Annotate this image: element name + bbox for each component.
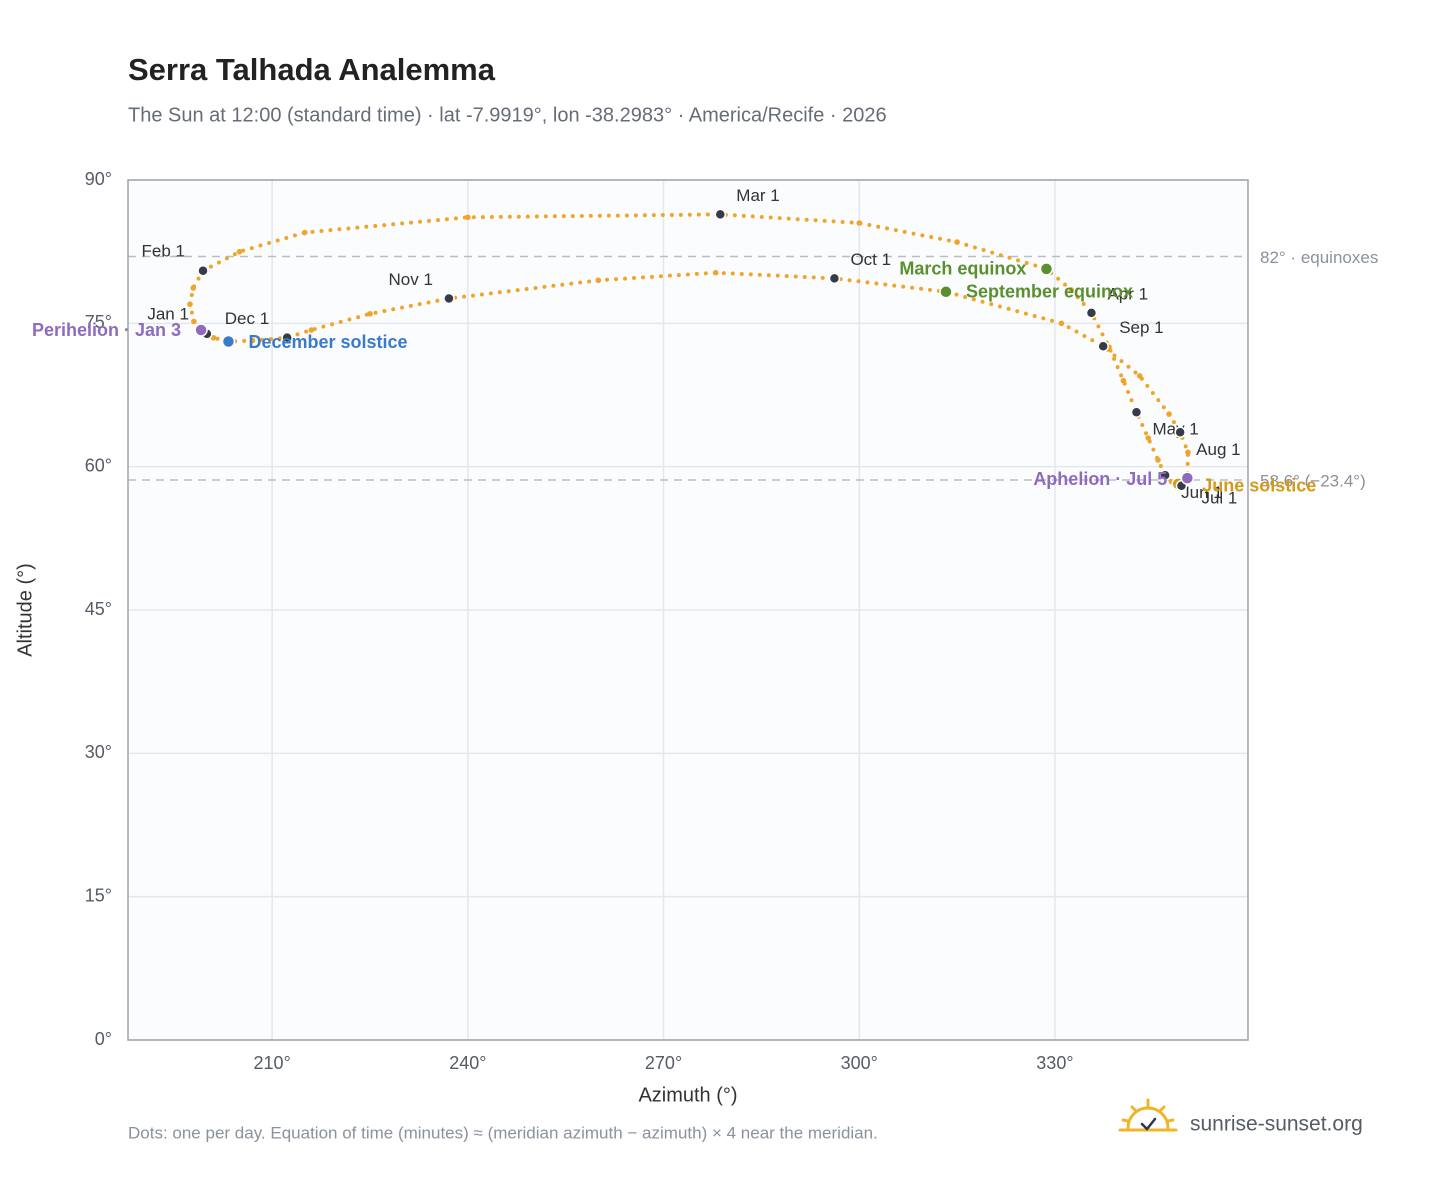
event-marker [1180, 471, 1195, 485]
month-label: Sep 1 [1119, 318, 1163, 337]
month-label: Nov 1 [389, 270, 433, 289]
daily-dot [236, 248, 243, 255]
month-marker [828, 272, 841, 285]
daily-dot [1166, 411, 1172, 417]
daily-dot [1155, 457, 1161, 463]
daily-dot [856, 220, 863, 226]
month-marker [714, 208, 727, 221]
y-tick-label: 0° [95, 1029, 112, 1049]
reference-label: 82° · equinoxes [1260, 248, 1378, 267]
chart-title: Serra Talhada Analemma [128, 52, 496, 87]
daily-dot [954, 239, 960, 245]
plot-border [127, 179, 1249, 1041]
daily-dot [249, 337, 256, 344]
event-label: June solstice [1202, 476, 1316, 496]
event-label: March equinox [899, 259, 1026, 279]
daily-dot [1136, 373, 1143, 379]
brand-logo [1118, 1098, 1178, 1132]
chart-subtitle: The Sun at 12:00 (standard time) · lat -… [128, 104, 887, 126]
daily-dot [1058, 320, 1065, 327]
daily-dot [1145, 435, 1151, 441]
month-label: Apr 1 [1107, 284, 1148, 303]
month-label: Dec 1 [225, 309, 269, 328]
x-tick-label: 330° [1036, 1053, 1073, 1073]
y-tick-label: 15° [85, 885, 112, 905]
y-tick-label: 90° [85, 169, 112, 189]
month-label: Jun 1 [1181, 483, 1223, 502]
month-label: Oct 1 [850, 250, 891, 269]
event-marker [194, 323, 208, 337]
month-marker [1174, 426, 1186, 439]
month-marker [1085, 307, 1098, 319]
month-marker [197, 265, 209, 277]
analemma-path [187, 212, 1190, 489]
daily-dot [465, 214, 471, 221]
month-label: Aug 1 [1196, 440, 1240, 459]
x-tick-label: 210° [254, 1053, 291, 1073]
month-label: Mar 1 [736, 186, 779, 205]
x-tick-label: 300° [841, 1053, 878, 1073]
x-tick-label: 270° [645, 1053, 682, 1073]
month-label: Feb 1 [142, 241, 185, 260]
daily-dot [1120, 377, 1127, 384]
month-marker [1097, 340, 1109, 353]
x-axis-label: Azimuth (°) [638, 1084, 737, 1106]
x-tick-label: 240° [449, 1053, 486, 1073]
footnote: Dots: one per day. Equation of time (min… [128, 1123, 878, 1142]
y-tick-label: 30° [85, 742, 112, 762]
y-tick-label: 45° [85, 599, 112, 619]
month-marker [1130, 406, 1143, 418]
month-marker [443, 292, 455, 305]
daily-dot [187, 301, 193, 308]
daily-dot [1068, 287, 1075, 293]
daily-dot [367, 310, 373, 317]
event-label: December solstice [248, 332, 407, 352]
reference-label: 58.6° (−23.4°) [1260, 472, 1366, 491]
daily-dot [191, 318, 197, 325]
event-marker [221, 334, 236, 349]
event-label: Aphelion · Jul 5 [1033, 469, 1167, 489]
y-tick-label: 75° [85, 312, 112, 332]
y-tick-label: 60° [85, 455, 112, 475]
event-marker [939, 285, 953, 299]
month-marker [281, 331, 293, 344]
month-label: Jan 1 [147, 304, 189, 323]
month-marker [1159, 469, 1171, 482]
daily-dot [1185, 449, 1191, 456]
daily-dot [712, 269, 719, 276]
event-label: September equinox [966, 282, 1133, 302]
daily-dot [308, 327, 315, 333]
event-marker [1039, 262, 1054, 276]
y-axis-label: Altitude (°) [14, 563, 36, 657]
daily-dot [190, 285, 197, 291]
daily-dot [301, 229, 308, 236]
month-label: Jul 1 [1201, 488, 1237, 507]
daily-dot [595, 277, 602, 284]
brand-name: sunrise-sunset.org [1190, 1113, 1363, 1136]
event-label: Perihelion · Jan 3 [32, 320, 181, 340]
